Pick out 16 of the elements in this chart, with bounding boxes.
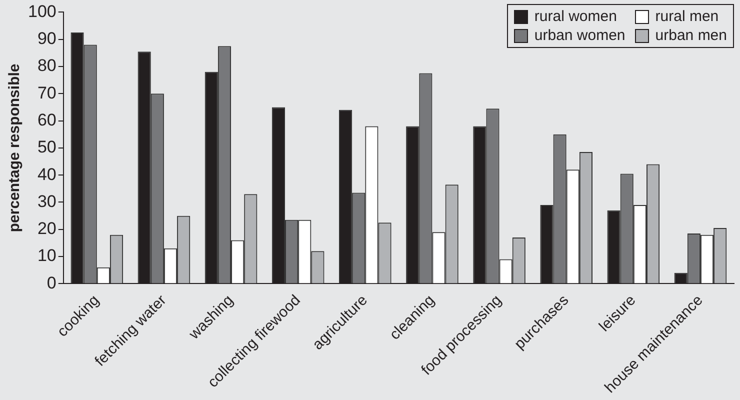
legend-label: urban men bbox=[655, 27, 727, 44]
y-tick-label: 80 bbox=[37, 56, 56, 76]
y-tick-label: 90 bbox=[37, 29, 56, 48]
y-tick-label: 70 bbox=[37, 83, 56, 102]
legend-label: urban women bbox=[534, 27, 626, 44]
y-tick-label: 60 bbox=[37, 110, 56, 130]
y-tick-label: 0 bbox=[46, 273, 56, 292]
y-tick-label: 100 bbox=[28, 2, 56, 21]
y-tick-label: 50 bbox=[37, 138, 56, 157]
y-axis-title: percentage responsible bbox=[6, 64, 24, 232]
y-tick-label: 40 bbox=[37, 164, 56, 184]
y-tick-label: 10 bbox=[37, 246, 56, 266]
y-tick-label: 30 bbox=[37, 192, 56, 211]
y-tick-label: 20 bbox=[37, 219, 56, 238]
legend-label: rural women bbox=[534, 8, 617, 26]
legend-label: rural men bbox=[655, 8, 719, 26]
